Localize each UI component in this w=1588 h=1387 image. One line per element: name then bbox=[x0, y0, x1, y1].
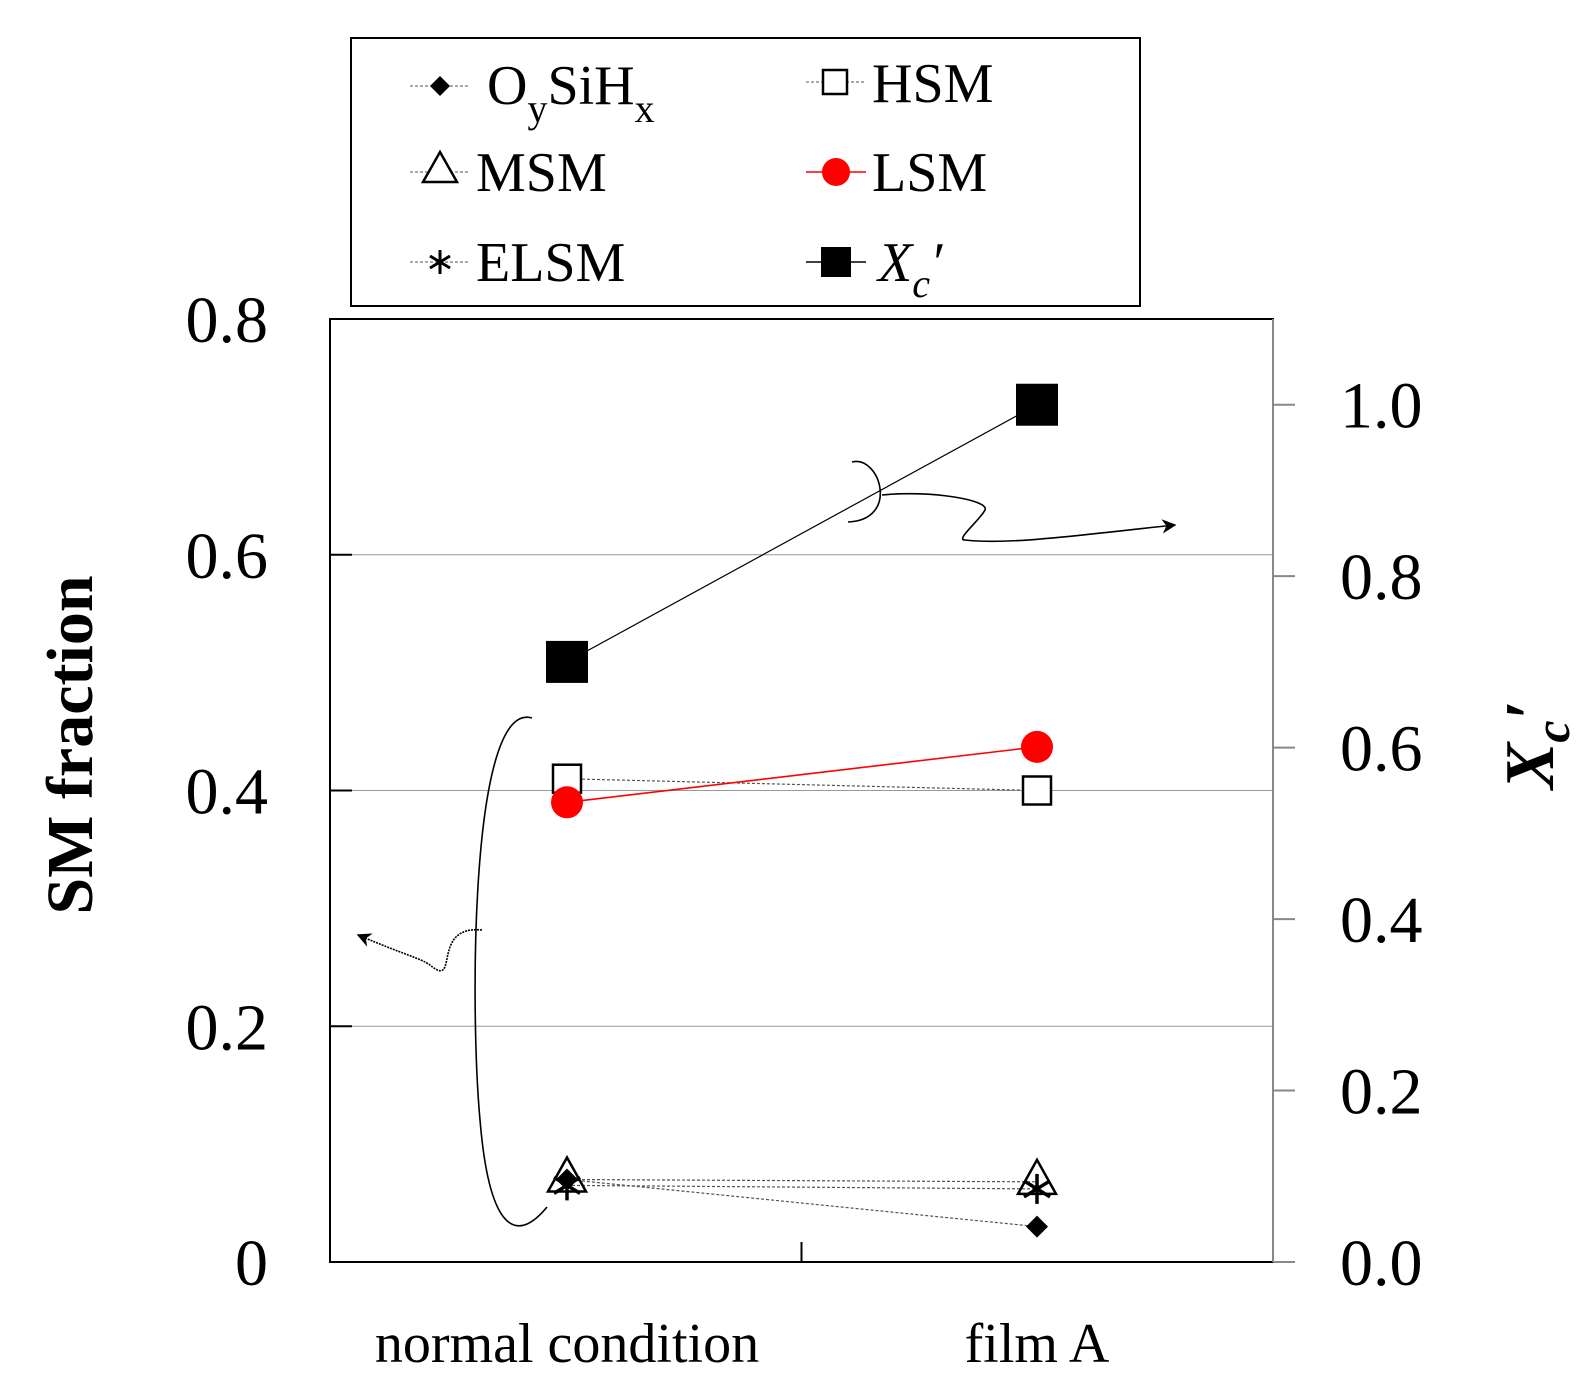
series-line-lsm bbox=[566, 746, 1038, 804]
series-line-hsm bbox=[566, 778, 1038, 792]
annotation-arrow-right bbox=[881, 492, 1177, 543]
left-tick-label: 0.2 bbox=[186, 991, 269, 1064]
data-point-oysihx bbox=[1026, 1215, 1048, 1238]
left-axis: 0 0.2 0.4 0.6 0.8 bbox=[186, 284, 352, 1300]
data-point-hsm bbox=[1021, 775, 1053, 806]
series-line-msm bbox=[566, 1178, 1038, 1183]
annotation-bracket-right bbox=[847, 460, 882, 523]
series-lines bbox=[566, 404, 1038, 1228]
annotation-bracket-left bbox=[474, 716, 548, 1227]
legend-item-lsm: LSM bbox=[806, 142, 987, 204]
data-point-elsm bbox=[1023, 1173, 1051, 1204]
series-points bbox=[545, 383, 1059, 1238]
legend-label-hsm: HSM bbox=[872, 53, 993, 115]
annotation-arrow-left bbox=[356, 929, 483, 972]
legend-label-xc: Xc′ bbox=[876, 232, 943, 306]
right-tick-label: 1.0 bbox=[1340, 370, 1423, 443]
y-axis-right-title-prime: ′ bbox=[1492, 701, 1569, 721]
data-point-oysihx bbox=[556, 1168, 578, 1191]
data-point-xc bbox=[546, 640, 588, 683]
x-axis: normal condition film A bbox=[375, 1242, 1110, 1375]
left-tick-label: 0.6 bbox=[186, 520, 269, 593]
legend-label-oysihx: OySiHx bbox=[487, 55, 655, 131]
legend-item-hsm: HSM bbox=[806, 53, 993, 115]
right-tick-label: 0.6 bbox=[1340, 713, 1423, 786]
y-axis-right-title-main: X bbox=[1492, 740, 1569, 791]
left-tick-label: 0 bbox=[235, 1227, 268, 1300]
left-tick-label: 0.4 bbox=[186, 756, 269, 829]
series-line-xc bbox=[566, 404, 1038, 663]
legend: OySiHx HSM MSM LSM ELSM bbox=[350, 37, 1141, 307]
legend-box bbox=[350, 37, 1141, 307]
y-axis-left-title: SM fraction bbox=[34, 575, 107, 914]
right-tick-label: 0.2 bbox=[1340, 1056, 1423, 1129]
left-tick-label: 0.8 bbox=[186, 284, 269, 357]
category-label: normal condition bbox=[375, 1313, 759, 1375]
right-tick-label: 0.0 bbox=[1340, 1227, 1423, 1300]
legend-item-oysihx: OySiHx bbox=[410, 55, 655, 131]
right-tick-label: 0.8 bbox=[1340, 541, 1423, 614]
legend-item-xc: Xc′ bbox=[806, 232, 943, 306]
legend-item-msm: MSM bbox=[410, 142, 607, 204]
legend-label-msm: MSM bbox=[476, 142, 607, 204]
legend-label-lsm: LSM bbox=[872, 142, 987, 204]
series-line-elsm bbox=[566, 1184, 1038, 1190]
data-point-lsm bbox=[551, 786, 583, 819]
legend-label-elsm: ELSM bbox=[476, 232, 625, 294]
gridlines bbox=[330, 554, 1273, 1027]
y-axis-right-title-sub: c bbox=[1524, 720, 1580, 742]
right-tick-label: 0.4 bbox=[1340, 884, 1423, 957]
data-point-lsm bbox=[1021, 730, 1053, 763]
right-axis: 0.0 0.2 0.4 0.6 0.8 1.0 bbox=[1273, 370, 1423, 1300]
y-axis-right-title: Xc′ bbox=[1492, 701, 1580, 792]
data-point-xc bbox=[1016, 383, 1058, 426]
series-line-oysihx bbox=[566, 1178, 1038, 1228]
category-label: film A bbox=[965, 1313, 1110, 1375]
legend-item-elsm: ELSM bbox=[410, 232, 625, 294]
